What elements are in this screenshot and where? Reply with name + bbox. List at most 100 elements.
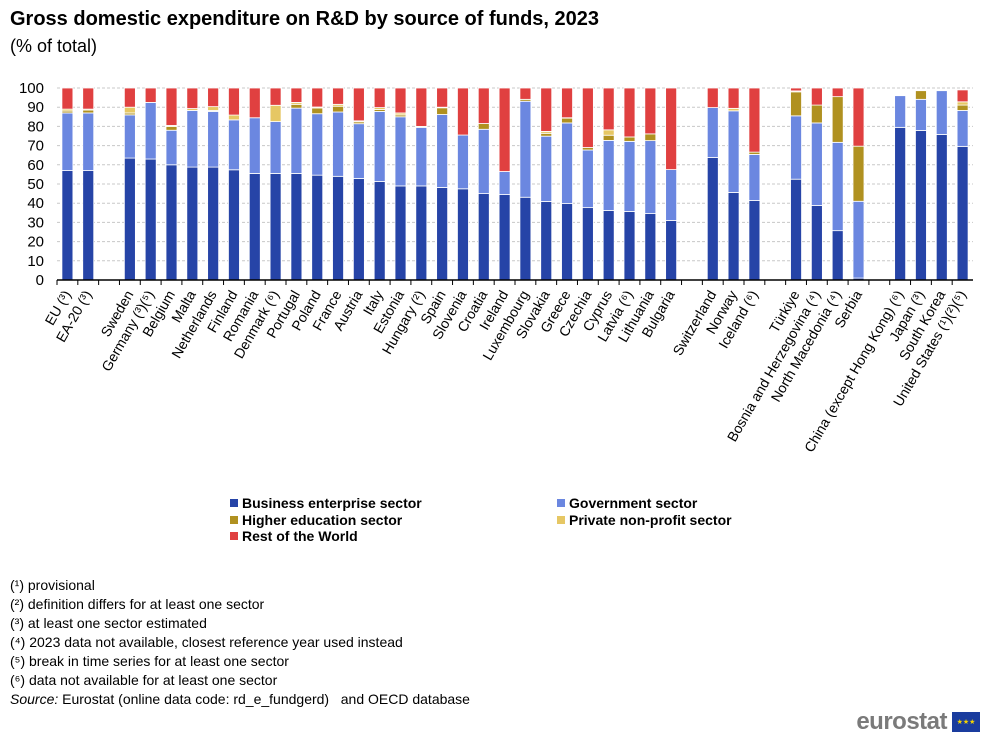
bar-segment-rest-of-world [477, 87, 490, 124]
bar-segment-business [706, 157, 719, 281]
bar-segment-government [915, 98, 927, 131]
bar-segment-government [665, 169, 678, 221]
bar-segment-rest-of-world [706, 87, 719, 108]
bar-segment-rest-of-world [290, 87, 303, 103]
legend-label: Private non-profit sector [569, 512, 732, 528]
bar-segment-rest-of-world [352, 87, 365, 122]
bar-segment-government [727, 110, 740, 193]
bar-segment-government [706, 107, 719, 158]
legend-swatch-private-non-profit [557, 516, 565, 524]
bar-segment-government [186, 110, 199, 168]
bar-segment-higher-education [561, 117, 573, 124]
bar-segment-private-non-profit [228, 114, 240, 121]
bar-segment-government [831, 141, 844, 232]
bar-segment-higher-education [623, 136, 636, 142]
bar-segment-business [477, 193, 490, 281]
bar-segment-rest-of-world [228, 87, 240, 116]
legend-swatch-higher-education [230, 516, 238, 524]
y-tick-label: 20 [27, 234, 44, 251]
y-tick-label: 30 [27, 214, 44, 231]
bar-segment-rest-of-world [165, 87, 178, 126]
legend-swatch-rest-of-world [230, 532, 238, 540]
bar-segment-government [602, 140, 615, 211]
y-tick-label: 50 [27, 176, 44, 193]
bar-segment-business [519, 196, 532, 281]
legend-label: Higher education sector [242, 512, 403, 528]
bar-segment-business [790, 178, 802, 281]
bar-segment-government [352, 123, 365, 179]
bar-segment-rest-of-world [561, 87, 573, 119]
bar-segment-rest-of-world [748, 87, 761, 153]
legend-label: Business enterprise sector [242, 495, 422, 511]
bar-segment-rest-of-world [373, 87, 386, 108]
bar-segment-business [602, 210, 615, 281]
bar-segment-rest-of-world [956, 89, 969, 103]
bar-segment-government [332, 111, 344, 177]
bar-segment-higher-education [477, 123, 490, 130]
footnote: (³) at least one sector estimated [10, 615, 207, 631]
footnote: (⁶) data not available for at least one … [10, 672, 278, 688]
bar-segment-rest-of-world [498, 87, 511, 172]
bar-segment-business [186, 166, 199, 281]
bar-segment-business [290, 173, 303, 281]
bar-segment-government [207, 111, 220, 168]
bar-segment-rest-of-world [457, 87, 469, 136]
bar-segment-higher-education [540, 132, 553, 137]
bar-segment-government [311, 113, 324, 176]
bar-segment-government [498, 171, 511, 195]
y-tick-label: 100 [19, 80, 44, 97]
bar-segment-higher-education [852, 145, 865, 202]
bar-segment-government [623, 140, 636, 212]
bar-segment-government [415, 126, 428, 187]
bar-segment-business [727, 192, 740, 281]
bar-segment-higher-education [332, 105, 344, 113]
bar-segment-government [248, 117, 261, 174]
bar-segment-higher-education [956, 104, 969, 111]
bar-segment-rest-of-world [665, 87, 678, 170]
bar-segment-business [207, 166, 220, 281]
bar-segment-government [477, 128, 490, 194]
bar-segment-government [810, 122, 823, 206]
bar-segment-rest-of-world [394, 87, 407, 114]
bar-segment-rest-of-world [852, 87, 865, 147]
bar-segment-government [61, 112, 74, 171]
bar-segment-business [123, 157, 136, 281]
bar-segment-higher-education [810, 104, 823, 124]
bar-segment-rest-of-world [332, 87, 344, 105]
bar-segment-government [228, 119, 240, 171]
legend-item-government: Government sector [557, 495, 697, 511]
legend-item-private-non-profit: Private non-profit sector [557, 512, 732, 528]
bar-segment-business [561, 203, 573, 281]
bar-segment-business [831, 230, 844, 281]
eu-flag-icon: ★★★ [952, 712, 980, 732]
bar-segment-rest-of-world [623, 87, 636, 138]
bar-segment-rest-of-world [831, 87, 844, 98]
bar-segment-rest-of-world [61, 87, 74, 110]
bar-segment-business [144, 158, 157, 281]
bar-segment-business [623, 211, 636, 281]
y-tick-label: 10 [27, 253, 44, 270]
footnote: (⁴) 2023 data not available, closest ref… [10, 634, 403, 650]
bar-segment-government [644, 140, 657, 214]
bar-segment-business [498, 194, 511, 281]
legend-label: Government sector [569, 495, 698, 511]
bar-segment-government [748, 154, 761, 201]
bar-segment-business [894, 126, 907, 281]
bar-segment-higher-education [831, 96, 844, 143]
footnotes: (¹) provisional (²) definition differs f… [10, 576, 470, 709]
bar-segment-business [82, 170, 95, 281]
bar-segment-business [311, 174, 324, 281]
bar-segment-business [457, 188, 469, 281]
bar-segment-rest-of-world [519, 87, 532, 100]
bar-segment-government [165, 129, 178, 166]
legend-swatch-government [557, 499, 565, 507]
bar-segment-business [436, 187, 449, 281]
bar-segment-higher-education [790, 91, 802, 117]
y-tick-label: 70 [27, 138, 44, 155]
bar-segment-private-non-profit [207, 106, 220, 111]
bar-segment-government [935, 90, 948, 135]
legend-item-higher-education: Higher education sector [230, 512, 402, 528]
bar-segment-government [457, 134, 469, 190]
bar-segment-business [581, 207, 594, 281]
bar-segment-business [352, 178, 365, 281]
